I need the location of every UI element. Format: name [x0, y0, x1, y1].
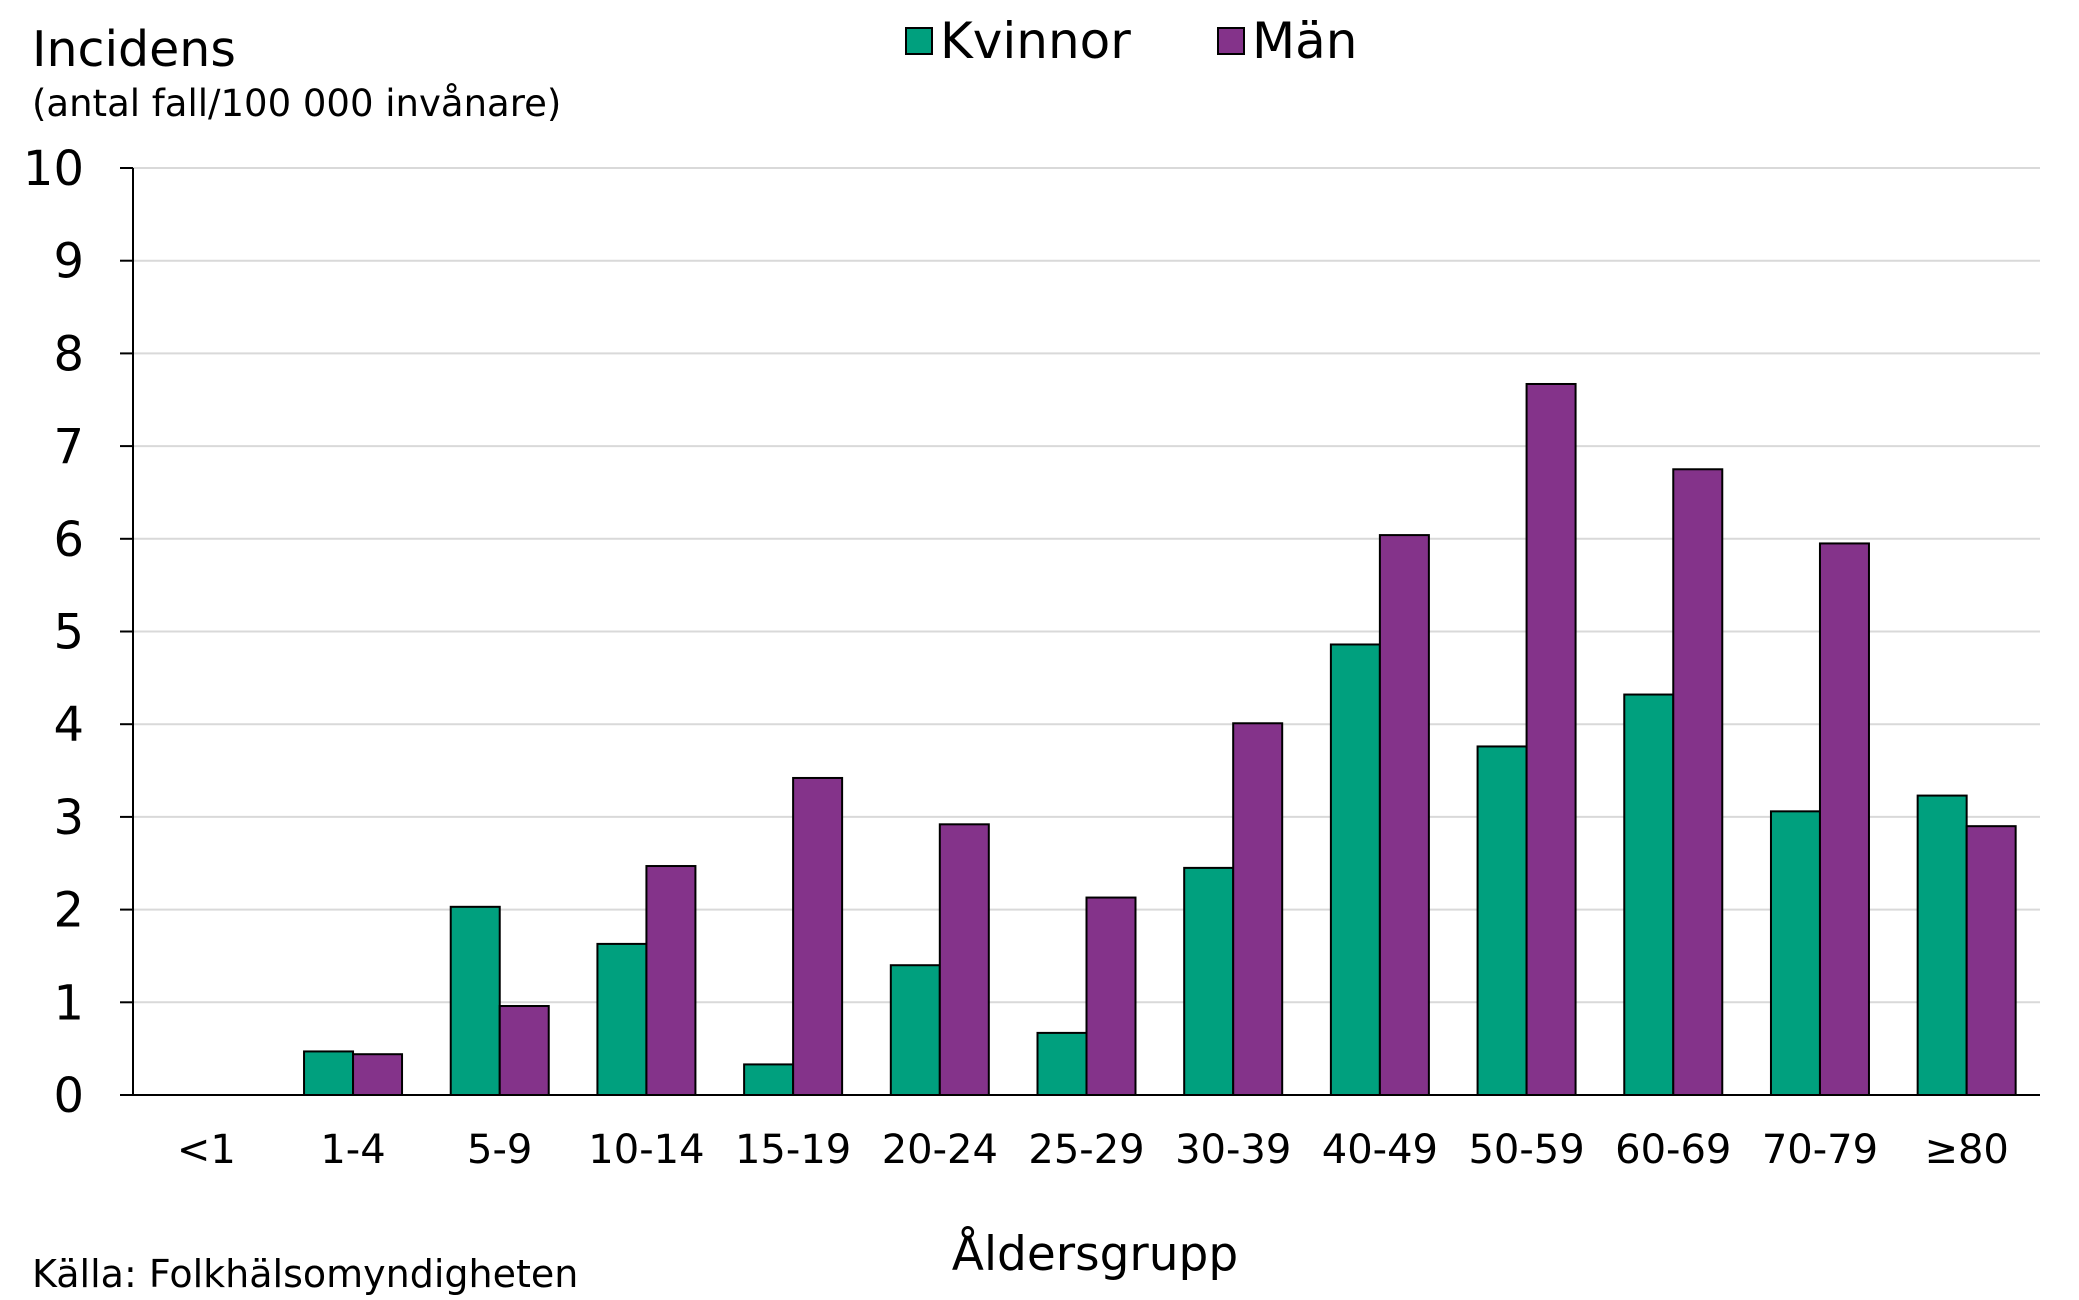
bar-man: [498, 1005, 550, 1096]
bar-kvinnor: [596, 942, 648, 1096]
bar-kvinnor: [449, 905, 501, 1096]
y-tick-label: 9: [53, 234, 84, 290]
bar-kvinnor: [303, 1050, 355, 1097]
bar-man: [938, 823, 990, 1096]
x-tick-label: 1-4: [320, 1127, 385, 1173]
legend-swatch-kvinnor: [905, 27, 933, 55]
bar-kvinnor: [1623, 693, 1675, 1096]
y-tick-label: 1: [53, 975, 84, 1031]
x-tick-label: 50-59: [1468, 1127, 1584, 1173]
x-tick-label: 30-39: [1175, 1127, 1291, 1173]
y-tick-label: 4: [53, 697, 84, 753]
y-tick-label: 8: [53, 326, 84, 382]
x-tick-label: ≥80: [1924, 1127, 2008, 1173]
y-tick-label: 7: [53, 419, 84, 475]
x-tick-label: 40-49: [1322, 1127, 1438, 1173]
bar-kvinnor: [743, 1063, 795, 1097]
y-tick-label: 6: [53, 512, 84, 568]
x-tick-label: <1: [177, 1127, 236, 1173]
legend-swatch-man: [1217, 27, 1245, 55]
bars: [303, 382, 2017, 1097]
legend-label-man: Män: [1252, 12, 1357, 70]
source-note: Källa: Folkhälsomyndigheten: [32, 1252, 578, 1296]
bar-kvinnor: [889, 964, 941, 1096]
x-tick-label: 20-24: [882, 1127, 998, 1173]
grid-lines: [133, 167, 2040, 1004]
y-axis-title: Incidens: [32, 21, 236, 78]
x-tick-label: 15-19: [735, 1127, 851, 1173]
y-tick-label: 2: [53, 883, 84, 939]
x-tick-label: 10-14: [588, 1127, 704, 1173]
x-tick-labels: <1 1-4 5-9 10-14 15-19 20-24 25-29 30-39 40-49 50…: [177, 1127, 2009, 1173]
y-axis-subtitle: (antal fall/100 000 invånare): [32, 82, 561, 125]
legend: Kvinnor Män: [905, 12, 1357, 70]
bar-man: [645, 865, 697, 1096]
bar-kvinnor: [1476, 745, 1528, 1096]
x-tick-label: 60-69: [1615, 1127, 1731, 1173]
y-tick-label: 0: [53, 1068, 84, 1124]
y-tick-label: 10: [23, 141, 84, 197]
x-axis-title: Åldersgrupp: [952, 1227, 1238, 1282]
bar-man: [1818, 542, 1870, 1096]
bar-man: [352, 1053, 404, 1097]
bar-man: [1672, 468, 1724, 1096]
bar-kvinnor: [1769, 810, 1821, 1096]
bar-kvinnor: [1183, 866, 1235, 1097]
bar-kvinnor: [1036, 1031, 1088, 1096]
bar-kvinnor: [1916, 794, 1968, 1096]
x-tick-label: 5-9: [467, 1127, 532, 1173]
axes: [120, 167, 2040, 1096]
y-tick-labels: 0 1 2 3 4 5 6 7 8 9 10: [23, 141, 84, 1124]
x-tick-label: 25-29: [1028, 1127, 1144, 1173]
y-tick-label: 5: [53, 605, 84, 661]
bar-man: [1232, 722, 1284, 1096]
bar-kvinnor: [1329, 643, 1381, 1097]
y-tick-label: 3: [53, 790, 84, 846]
bar-man: [792, 776, 844, 1096]
bar-man: [1085, 896, 1137, 1097]
bar-man: [1525, 382, 1577, 1096]
bar-man: [1378, 534, 1430, 1096]
bar-man: [1965, 825, 2017, 1096]
x-tick-label: 70-79: [1762, 1127, 1878, 1173]
legend-label-kvinnor: Kvinnor: [940, 12, 1131, 70]
